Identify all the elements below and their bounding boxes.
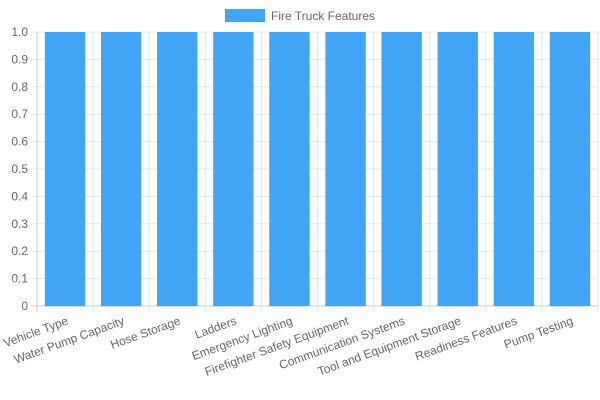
y-tick-label: 0 — [21, 299, 28, 313]
y-tick-label: 0.8 — [11, 80, 28, 94]
y-tick-label: 0.6 — [11, 135, 28, 149]
bar-firefighter-safety-equipment[interactable] — [325, 32, 366, 306]
bar-tool-and-equipment-storage[interactable] — [437, 32, 478, 306]
y-tick-label: 0.4 — [11, 189, 28, 203]
legend[interactable]: Fire Truck Features — [225, 9, 375, 23]
y-tick-label: 0.3 — [11, 217, 28, 231]
y-axis-ticks: 0 0.1 0.2 0.3 0.4 0.5 0.6 0.7 0.8 0.9 1.0 — [11, 25, 28, 313]
y-tick-label: 0.2 — [11, 244, 28, 258]
bar-readiness-features[interactable] — [493, 32, 535, 306]
bar-communication-systems[interactable] — [381, 32, 422, 306]
legend-swatch — [225, 9, 265, 22]
y-tick-label: 0.1 — [11, 272, 28, 286]
y-tick-label: 0.7 — [11, 107, 28, 121]
bar-water-pump-capacity[interactable] — [100, 32, 142, 306]
bar-hose-storage[interactable] — [157, 32, 198, 306]
bar-pump-testing[interactable] — [549, 32, 591, 306]
y-tick-label: 0.5 — [11, 162, 28, 176]
legend-label: Fire Truck Features — [271, 9, 375, 23]
y-tick-label: 1.0 — [11, 25, 28, 39]
y-tick-label: 0.9 — [11, 52, 28, 66]
bar-emergency-lighting[interactable] — [269, 32, 310, 306]
bar-ladders[interactable] — [213, 32, 254, 306]
bar-vehicle-type[interactable] — [44, 32, 86, 306]
bars — [44, 32, 591, 306]
